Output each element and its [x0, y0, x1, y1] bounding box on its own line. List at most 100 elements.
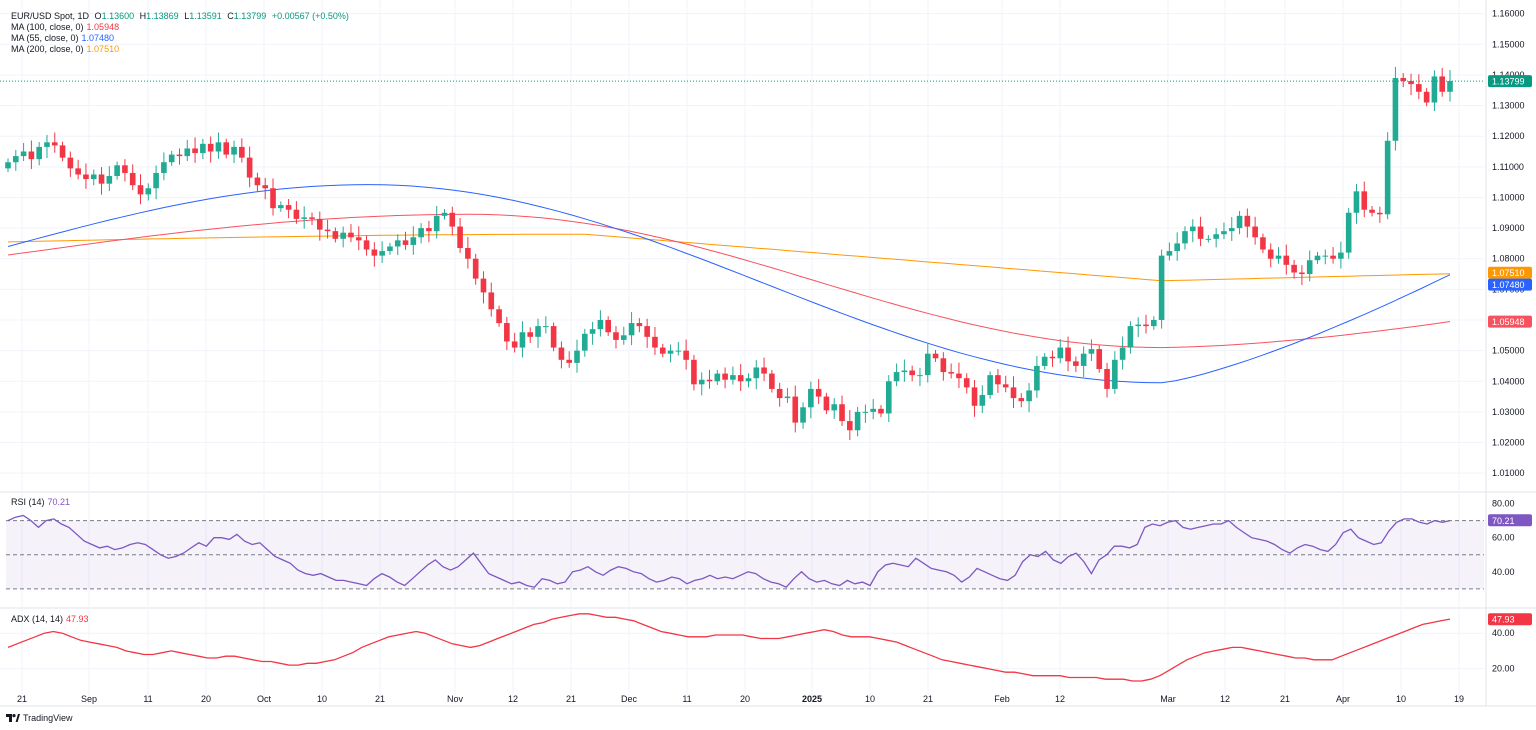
ma55-legend[interactable]: MA (55, close, 0) 1.07480 — [11, 33, 117, 44]
candle-body — [137, 185, 144, 195]
price-axis[interactable]: 1.16000 1.15000 1.14000 1.13000 1.12000 1.110… — [1492, 9, 1525, 674]
candle — [722, 367, 728, 389]
candle — [800, 402, 806, 429]
time-tick-label: Mar — [1160, 694, 1176, 704]
adx-legend-value: 47.93 — [66, 614, 89, 624]
candle — [1010, 376, 1017, 408]
candle-body — [332, 231, 339, 239]
candle — [285, 198, 292, 219]
candle-body — [83, 174, 89, 180]
adx-legend[interactable]: ADX (14, 14) 47.93 — [11, 614, 92, 625]
candle-body — [784, 396, 791, 399]
candle — [885, 375, 892, 422]
candle — [761, 357, 767, 381]
candle-body — [20, 151, 27, 157]
candle-body — [5, 162, 11, 169]
candle-body — [394, 240, 401, 247]
candle-body — [1283, 255, 1290, 265]
candle-body — [589, 329, 596, 334]
candle-body — [59, 145, 66, 158]
tradingview-logo[interactable]: TradingView — [6, 713, 73, 723]
ma55-value: 1.07480 — [81, 33, 115, 43]
ma200-legend[interactable]: MA (200, close, 0) 1.07510 — [11, 44, 122, 55]
candle-body — [1314, 255, 1321, 261]
rsi-tick-label: 80.00 — [1492, 499, 1515, 509]
candle — [847, 410, 853, 441]
candle — [371, 242, 378, 267]
candle-body — [1408, 81, 1414, 85]
candle — [387, 242, 393, 255]
candle — [1338, 241, 1344, 269]
candle — [465, 236, 471, 269]
time-tick-label: 12 — [1220, 694, 1230, 704]
candle-body — [12, 156, 19, 163]
candle-body — [1002, 384, 1009, 388]
candle-body — [1205, 238, 1212, 240]
candle — [207, 136, 214, 163]
candle-body — [355, 237, 362, 241]
rsi-legend[interactable]: RSI (14) 70.21 — [11, 497, 73, 508]
time-axis[interactable]: 21 Sep 11 20 Oct 10 21 Nov 12 21 Dec 11 20 2025 10 21 Fe… — [17, 694, 1464, 704]
candle — [1400, 73, 1407, 88]
candle — [644, 318, 650, 348]
candle-body — [441, 212, 448, 216]
ma200-value: 1.07510 — [86, 44, 120, 54]
candle — [145, 183, 152, 201]
candle — [589, 321, 596, 345]
candle-body — [815, 388, 822, 397]
price-tick-label: 1.01000 — [1492, 468, 1525, 478]
candle — [270, 178, 276, 216]
candle — [1423, 88, 1430, 107]
ma100-legend[interactable]: MA (100, close, 0) 1.05948 — [11, 22, 122, 33]
candle — [348, 224, 354, 243]
candle — [1260, 233, 1266, 254]
candle — [901, 359, 908, 382]
candle-body — [340, 232, 346, 239]
symbol-title[interactable]: EUR/USD Spot, 1D — [11, 11, 90, 21]
candle — [59, 141, 66, 162]
candle-body — [122, 165, 128, 173]
candle-body — [901, 370, 908, 373]
candle-body — [792, 396, 799, 423]
candle — [457, 217, 463, 253]
candle-body — [153, 172, 159, 189]
candle — [683, 339, 689, 370]
candle — [1135, 317, 1142, 338]
candle — [1345, 207, 1352, 259]
candle — [769, 369, 775, 393]
candle — [324, 219, 331, 239]
candle-body — [1338, 252, 1344, 259]
candle — [1275, 247, 1282, 264]
candle-body — [753, 367, 760, 379]
candle-body — [98, 174, 105, 184]
candle — [1431, 70, 1438, 112]
candle — [854, 406, 861, 437]
candle-body — [1150, 319, 1157, 327]
candle-body — [1392, 77, 1399, 141]
candle — [239, 138, 245, 163]
candle — [1057, 338, 1064, 364]
price-tick-label: 1.13000 — [1492, 101, 1525, 111]
candle-body — [1073, 361, 1079, 366]
candle — [262, 177, 269, 200]
candle — [1306, 250, 1313, 282]
candle-body — [1112, 359, 1118, 389]
candle-body — [1416, 84, 1422, 92]
candle — [114, 161, 120, 180]
candle — [620, 326, 627, 345]
adx-label: ADX (14, 14) — [11, 614, 64, 624]
candle-body — [979, 395, 986, 406]
candle-body — [932, 353, 939, 359]
candle — [1080, 346, 1087, 377]
candle — [410, 226, 417, 255]
candle-body — [1104, 369, 1110, 389]
candle-body — [566, 359, 573, 363]
candle-body — [644, 326, 650, 337]
last-price-badge: 1.13799 — [1488, 75, 1532, 88]
candle-body — [1174, 243, 1180, 252]
time-tick-label: 12 — [1055, 694, 1065, 704]
candle — [1283, 244, 1290, 275]
candle-body — [1275, 255, 1282, 259]
time-tick-label: 20 — [201, 694, 211, 704]
